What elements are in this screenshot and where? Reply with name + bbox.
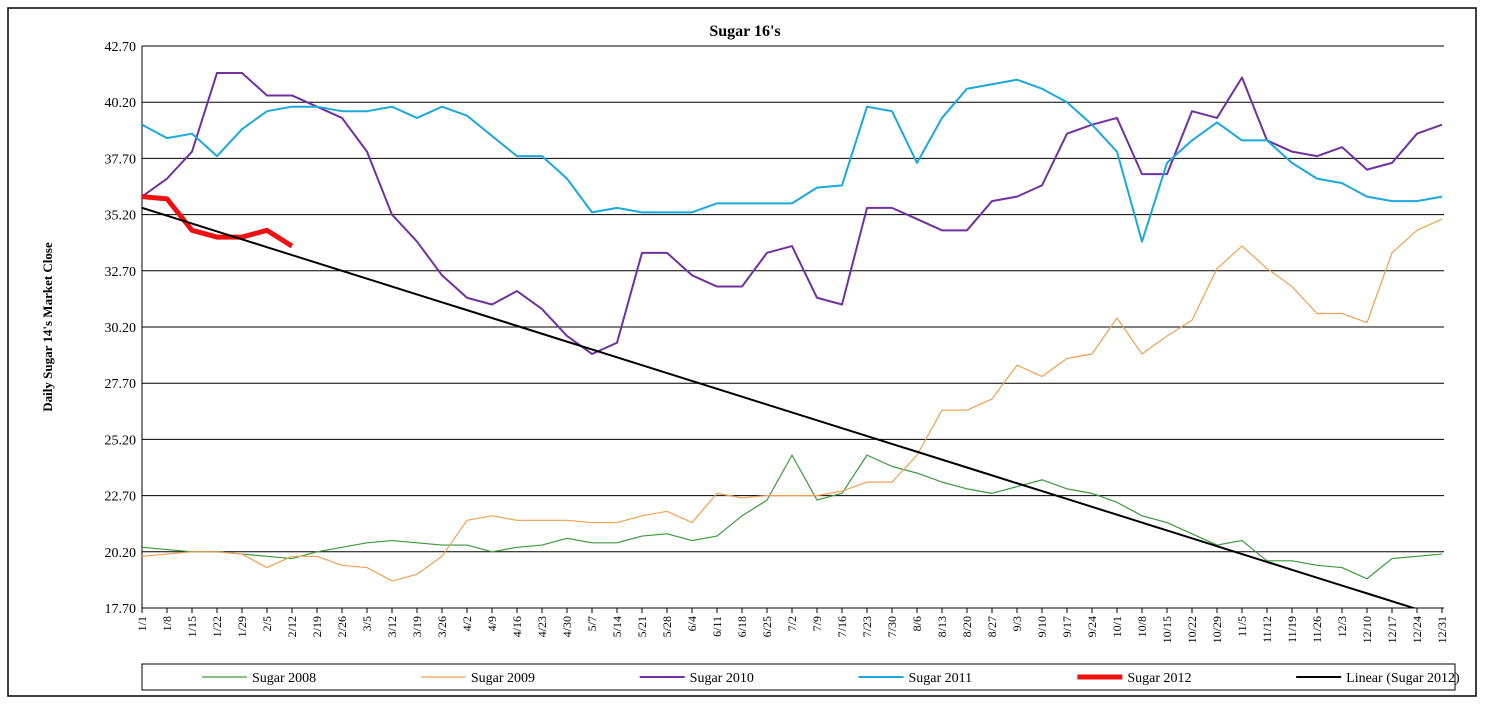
x-tick-label: 1/22 — [210, 616, 224, 637]
x-tick-label: 8/6 — [910, 616, 924, 631]
legend-label: Sugar 2009 — [471, 671, 535, 686]
x-tick-label: 4/9 — [485, 616, 499, 631]
x-tick-label: 12/24 — [1410, 616, 1424, 643]
x-tick-label: 12/17 — [1385, 616, 1399, 643]
x-tick-label: 9/17 — [1060, 616, 1074, 637]
y-tick-label: 17.70 — [105, 602, 137, 617]
x-tick-label: 9/24 — [1085, 616, 1099, 637]
series-line — [142, 78, 1443, 243]
x-tick-label: 5/28 — [660, 616, 674, 637]
x-tick-label: 10/22 — [1185, 616, 1199, 643]
x-tick-label: 4/16 — [510, 616, 524, 637]
x-tick-label: 10/8 — [1135, 616, 1149, 637]
x-tick-label: 8/20 — [960, 616, 974, 637]
series-line — [142, 218, 1443, 582]
x-tick-label: 3/5 — [360, 616, 374, 631]
x-tick-label: 6/11 — [710, 616, 724, 637]
x-tick-label: 11/26 — [1310, 616, 1324, 643]
x-tick-label: 5/7 — [585, 616, 599, 631]
x-tick-label: 10/15 — [1160, 616, 1174, 643]
series-line — [142, 454, 1443, 580]
y-tick-label: 32.70 — [105, 265, 137, 280]
y-tick-label: 30.20 — [105, 321, 137, 336]
legend-label: Sugar 2008 — [252, 671, 316, 686]
y-tick-label: 40.20 — [105, 96, 137, 111]
x-tick-label: 2/19 — [310, 616, 324, 637]
x-tick-label: 7/30 — [885, 616, 899, 637]
y-axis-label: Daily Sugar 14's Market Close — [40, 242, 55, 412]
x-tick-label: 6/25 — [760, 616, 774, 637]
y-tick-label: 35.20 — [105, 209, 137, 224]
series-line — [142, 71, 1443, 355]
y-tick-label: 22.70 — [105, 490, 137, 505]
x-tick-label: 2/12 — [285, 616, 299, 637]
x-tick-label: 4/30 — [560, 616, 574, 637]
x-tick-label: 1/8 — [160, 616, 174, 631]
x-tick-label: 11/5 — [1235, 616, 1249, 637]
y-tick-label: 42.70 — [105, 40, 137, 55]
x-tick-label: 10/1 — [1110, 616, 1124, 637]
legend-label: Linear (Sugar 2012) — [1346, 671, 1460, 686]
x-tick-label: 5/21 — [635, 616, 649, 637]
x-tick-label: 11/12 — [1260, 616, 1274, 643]
x-tick-label: 4/23 — [535, 616, 549, 637]
x-tick-label: 5/14 — [610, 616, 624, 637]
legend-label: Sugar 2012 — [1127, 671, 1191, 686]
x-tick-label: 9/3 — [1010, 616, 1024, 631]
chart-title: Sugar 16's — [709, 23, 780, 40]
y-tick-label: 20.20 — [105, 546, 137, 561]
y-tick-label: 25.20 — [105, 433, 137, 448]
x-tick-label: 3/26 — [435, 616, 449, 637]
series-line — [142, 206, 1417, 608]
x-tick-label: 7/9 — [810, 616, 824, 631]
x-tick-label: 7/23 — [860, 616, 874, 637]
x-tick-label: 3/12 — [385, 616, 399, 637]
x-tick-label: 3/19 — [410, 616, 424, 637]
series-line — [142, 194, 294, 249]
x-tick-label: 8/13 — [935, 616, 949, 637]
x-tick-label: 10/29 — [1210, 616, 1224, 643]
legend-label: Sugar 2010 — [690, 671, 754, 686]
x-tick-label: 9/10 — [1035, 616, 1049, 637]
x-tick-label: 2/5 — [260, 616, 274, 631]
plot-area — [142, 71, 1443, 608]
x-tick-label: 7/16 — [835, 616, 849, 637]
x-tick-label: 2/26 — [335, 616, 349, 637]
x-tick-label: 1/1 — [135, 616, 149, 631]
x-tick-label: 8/27 — [985, 616, 999, 637]
x-tick-label: 6/18 — [735, 616, 749, 637]
x-tick-label: 12/10 — [1360, 616, 1374, 643]
x-tick-label: 12/3 — [1335, 616, 1349, 637]
x-tick-label: 6/4 — [685, 616, 699, 631]
x-tick-label: 4/2 — [460, 616, 474, 631]
legend-box — [141, 663, 1456, 691]
x-tick-label: 11/19 — [1285, 616, 1299, 643]
x-tick-label: 12/31 — [1435, 616, 1449, 643]
x-tick-label: 7/2 — [785, 616, 799, 631]
y-tick-label: 37.70 — [105, 152, 137, 167]
legend-label: Sugar 2011 — [909, 671, 973, 686]
x-tick-label: 1/15 — [185, 616, 199, 637]
x-tick-label: 1/29 — [235, 616, 249, 637]
y-tick-label: 27.70 — [105, 377, 137, 392]
